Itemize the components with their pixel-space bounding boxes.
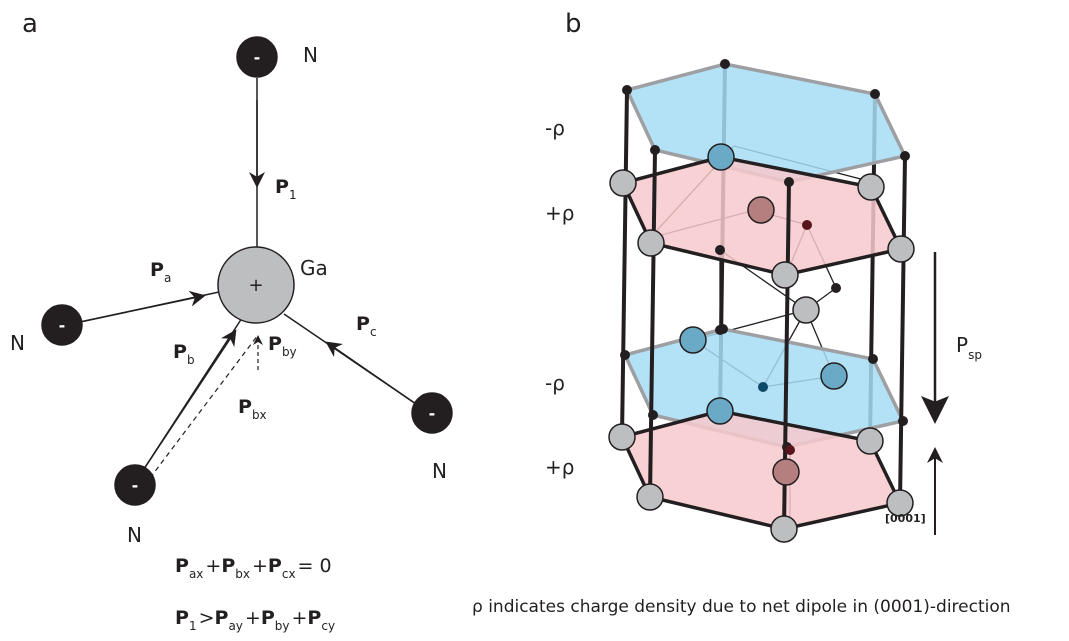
symbol: P xyxy=(238,396,252,418)
layer-label: +ρ xyxy=(545,455,574,479)
subscript: 1 xyxy=(289,188,297,202)
atom xyxy=(785,445,795,455)
edge xyxy=(900,156,905,503)
atom-label: N xyxy=(303,43,318,67)
subscript: ay xyxy=(228,619,242,633)
atom xyxy=(773,459,799,485)
atom xyxy=(900,151,910,161)
atom xyxy=(609,424,635,450)
term: P xyxy=(215,607,229,629)
subscript: b xyxy=(187,353,195,367)
vector-label: P1 xyxy=(275,176,297,202)
atom xyxy=(707,398,733,424)
term: + xyxy=(252,555,268,577)
caption: ρ indicates charge density due to net di… xyxy=(472,597,1011,617)
symbol: P xyxy=(275,176,289,198)
edge xyxy=(622,90,627,437)
atom xyxy=(784,177,794,187)
symbol: P xyxy=(150,259,164,281)
atom xyxy=(793,297,819,323)
atom xyxy=(720,59,730,69)
atom-label: Ga xyxy=(300,256,328,280)
layer-label: -ρ xyxy=(545,371,565,395)
atom xyxy=(715,325,725,335)
symbol: P xyxy=(268,333,282,355)
vector-label: Pc xyxy=(356,313,377,339)
atom xyxy=(680,327,706,353)
atom xyxy=(870,89,880,99)
atom xyxy=(715,245,725,255)
panel-label: b xyxy=(565,9,582,39)
term: + xyxy=(245,607,261,629)
symbol: P xyxy=(356,313,370,335)
atom xyxy=(650,145,660,155)
term: + xyxy=(291,607,307,629)
layer-label: +ρ xyxy=(545,201,574,225)
atom xyxy=(648,410,658,420)
atom-label: N xyxy=(432,459,447,483)
atom-label: N xyxy=(10,331,25,355)
atom xyxy=(637,484,663,510)
subscript: bx xyxy=(252,408,267,422)
atom xyxy=(638,230,664,256)
atom-charge: - xyxy=(132,476,139,495)
atom xyxy=(708,144,734,170)
subscript: 1 xyxy=(189,619,197,633)
atom xyxy=(857,428,883,454)
atom xyxy=(898,416,908,426)
atom xyxy=(821,363,847,389)
term: + xyxy=(205,555,221,577)
term: P xyxy=(307,607,321,629)
term: P xyxy=(221,555,235,577)
atom xyxy=(771,516,797,542)
equations: Pax+Pbx+Pcx= 0P1>Pay+Pby+Pcy xyxy=(175,555,335,633)
atom-charge: - xyxy=(59,316,66,335)
vector-label: Pby xyxy=(268,333,297,359)
direction-label: [0001] xyxy=(885,512,926,525)
term: P xyxy=(175,607,189,629)
panel-label: a xyxy=(22,9,38,39)
atom-charge: + xyxy=(248,275,263,296)
atom-label: N xyxy=(127,523,142,547)
subscript: cy xyxy=(321,619,335,633)
atom xyxy=(858,174,884,200)
atom-charge: - xyxy=(429,404,436,423)
atom xyxy=(772,262,798,288)
atom xyxy=(802,220,812,230)
atoms: - - - - + xyxy=(42,37,452,505)
atom xyxy=(888,236,914,262)
subscript: ax xyxy=(189,567,203,581)
subscript: by xyxy=(282,345,297,359)
vector-label: Pa xyxy=(150,259,171,285)
symbol: P xyxy=(173,341,187,363)
term: P xyxy=(175,555,189,577)
subscript: bx xyxy=(235,567,250,581)
atom xyxy=(622,85,632,95)
subscript: c xyxy=(370,325,377,339)
atom xyxy=(868,354,878,364)
atom xyxy=(748,197,774,223)
vector-label: Pbx xyxy=(238,396,267,422)
term: = 0 xyxy=(298,555,332,577)
subscript: a xyxy=(164,271,171,285)
crystal xyxy=(609,59,914,542)
symbol: P xyxy=(956,333,968,357)
layer-label: -ρ xyxy=(545,116,565,140)
term: P xyxy=(268,555,282,577)
equation: P1>Pay+Pby+Pcy xyxy=(175,607,335,633)
subscript: cx xyxy=(282,567,296,581)
atom xyxy=(610,170,636,196)
subscript: sp xyxy=(968,348,982,362)
atom-charge: - xyxy=(254,48,261,67)
vector-label: Pb xyxy=(173,341,195,367)
polarization-label: Psp xyxy=(956,333,982,362)
term: > xyxy=(199,607,215,629)
equation: Pax+Pbx+Pcx= 0 xyxy=(175,555,332,581)
atom xyxy=(831,283,841,293)
atom xyxy=(620,350,630,360)
subscript: by xyxy=(275,619,290,633)
figure: a ----+ N N N N Ga P1PaPbPbyPcPbx Pax+Pb… xyxy=(0,0,1069,641)
term: P xyxy=(261,607,275,629)
atom xyxy=(758,382,768,392)
